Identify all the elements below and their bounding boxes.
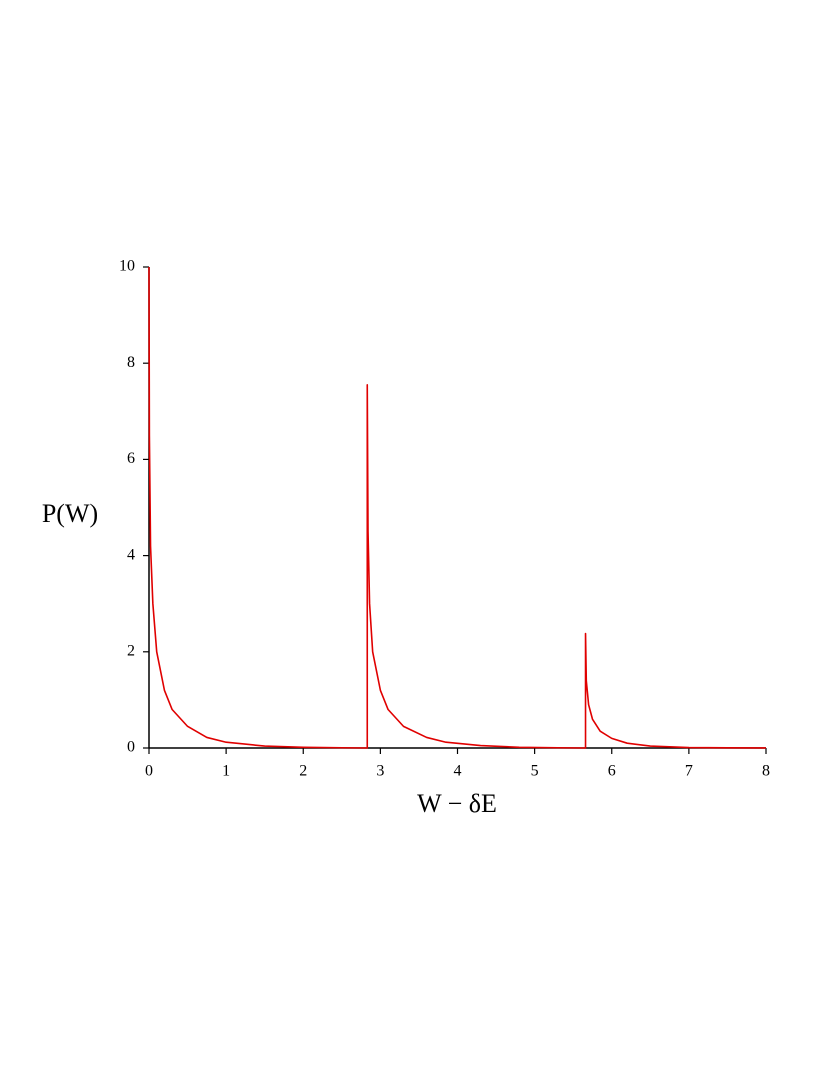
x-tick-label: 4 xyxy=(454,763,462,780)
data-line xyxy=(148,266,767,749)
y-axis-label: P(W) xyxy=(42,499,98,528)
x-tick-label: 6 xyxy=(608,763,616,780)
x-tick-label: 8 xyxy=(762,763,770,780)
x-tick-label: 2 xyxy=(299,763,307,780)
x-tick-label: 3 xyxy=(376,763,384,780)
x-axis-label: W − δE xyxy=(417,789,497,818)
x-tick-label: 1 xyxy=(222,763,230,780)
y-tick-label: 0 xyxy=(127,739,135,756)
x-tick-label: 7 xyxy=(685,763,693,780)
y-tick-label: 8 xyxy=(127,354,135,371)
y-tick-label: 10 xyxy=(119,258,135,275)
y-tick-label: 6 xyxy=(127,450,135,467)
y-tick-label: 2 xyxy=(127,642,135,659)
x-tick-label: 0 xyxy=(145,763,153,780)
x-tick-label: 5 xyxy=(531,763,539,780)
y-tick-label: 4 xyxy=(127,546,135,563)
